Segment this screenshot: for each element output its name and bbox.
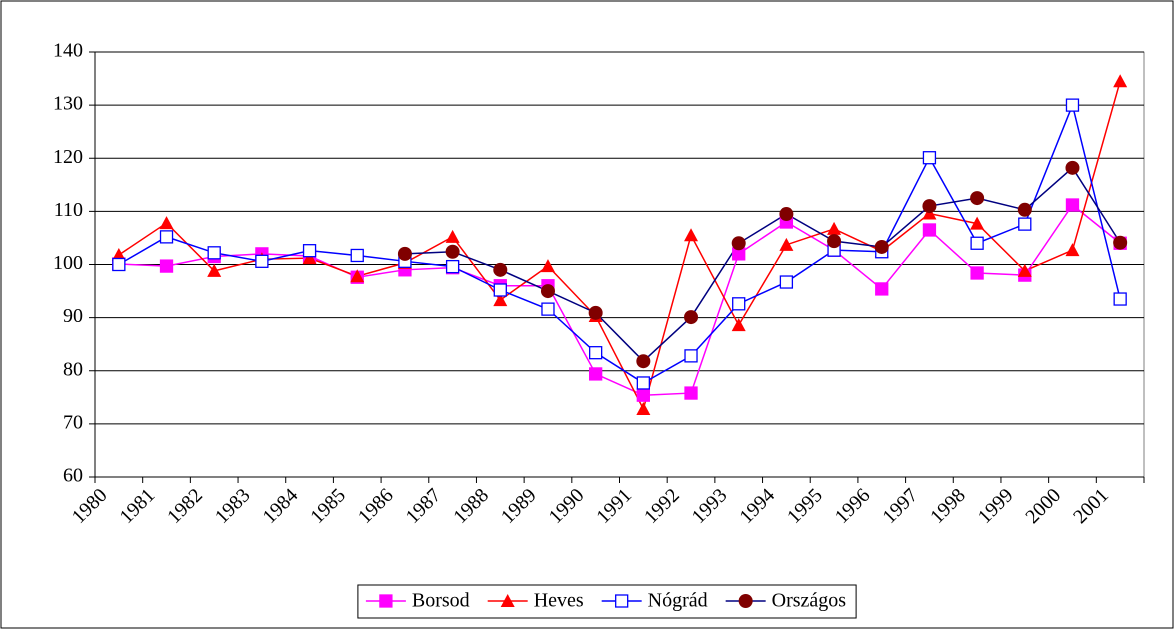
marker [588, 305, 603, 320]
marker [922, 199, 937, 214]
marker [379, 594, 393, 608]
marker [1113, 74, 1128, 88]
marker [1113, 235, 1128, 250]
y-tick-label: 90 [63, 305, 83, 327]
marker [779, 207, 794, 222]
marker [207, 246, 221, 260]
y-tick-label: 80 [63, 358, 83, 380]
marker [1065, 98, 1080, 112]
y-tick-label: 110 [54, 199, 83, 221]
marker [684, 386, 698, 400]
marker [779, 237, 794, 251]
marker [875, 282, 889, 296]
marker [1018, 217, 1032, 231]
marker [922, 223, 937, 237]
marker [636, 354, 651, 369]
marker [732, 297, 746, 311]
marker [350, 248, 364, 263]
legend-label: Országos [772, 590, 847, 612]
marker [636, 388, 650, 402]
legend-label: Nógrád [648, 590, 708, 612]
marker [1065, 160, 1080, 175]
marker [970, 236, 984, 250]
series-line [118, 203, 1121, 396]
marker [350, 269, 365, 283]
y-tick-label: 120 [53, 146, 83, 168]
marker [684, 349, 698, 363]
marker [445, 229, 460, 243]
legend-box [357, 584, 857, 619]
marker [779, 275, 794, 289]
marker [159, 259, 174, 273]
marker [302, 244, 317, 258]
marker [827, 221, 842, 235]
marker [589, 346, 603, 360]
marker [397, 246, 412, 261]
marker [922, 151, 937, 165]
series-line [404, 166, 1121, 363]
series-line [118, 81, 1121, 412]
marker [112, 257, 126, 272]
series-line [118, 102, 1121, 384]
marker [445, 244, 460, 259]
y-tick-label: 100 [53, 252, 83, 274]
marker [636, 376, 650, 390]
marker [1017, 263, 1032, 277]
marker [731, 236, 746, 251]
marker [684, 310, 699, 325]
y-tick-label: 130 [53, 93, 83, 115]
legend: Borsod Heves Nógrád Országos [357, 584, 857, 619]
y-tick-label: 70 [63, 411, 83, 433]
marker [302, 251, 317, 265]
legend-label: Heves [534, 590, 584, 612]
y-tick-label: 60 [63, 465, 83, 487]
marker [500, 594, 515, 607]
marker [207, 263, 222, 277]
marker [111, 247, 126, 261]
marker [615, 594, 629, 608]
marker [731, 318, 746, 332]
marker [636, 402, 651, 415]
marker [493, 262, 508, 277]
marker [1065, 198, 1080, 212]
marker [159, 216, 174, 230]
marker [738, 594, 753, 608]
marker [684, 228, 699, 242]
marker [493, 283, 507, 297]
marker [970, 216, 985, 230]
marker [493, 293, 508, 307]
marker [1017, 202, 1032, 217]
marker [970, 191, 985, 206]
marker [827, 234, 842, 249]
marker [540, 284, 555, 299]
marker [541, 302, 555, 316]
y-tick-label: 140 [53, 40, 83, 62]
legend-label: Borsod [412, 590, 470, 612]
marker [970, 266, 984, 280]
marker [874, 239, 889, 254]
marker [255, 254, 269, 268]
marker [589, 367, 603, 381]
marker [159, 230, 174, 244]
marker [1065, 243, 1080, 257]
marker [540, 259, 555, 273]
marker [445, 259, 460, 274]
marker [1113, 292, 1127, 306]
